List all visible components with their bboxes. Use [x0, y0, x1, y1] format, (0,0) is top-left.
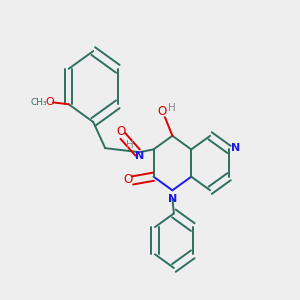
Text: N: N: [135, 151, 144, 160]
Text: O: O: [116, 125, 126, 138]
Text: N: N: [168, 194, 178, 203]
Text: O: O: [157, 105, 167, 118]
Text: H: H: [168, 103, 176, 113]
Text: N: N: [231, 143, 240, 153]
Text: CH₃: CH₃: [31, 98, 47, 106]
Text: H: H: [126, 140, 134, 150]
Text: O: O: [45, 97, 54, 107]
Text: O: O: [123, 173, 133, 186]
